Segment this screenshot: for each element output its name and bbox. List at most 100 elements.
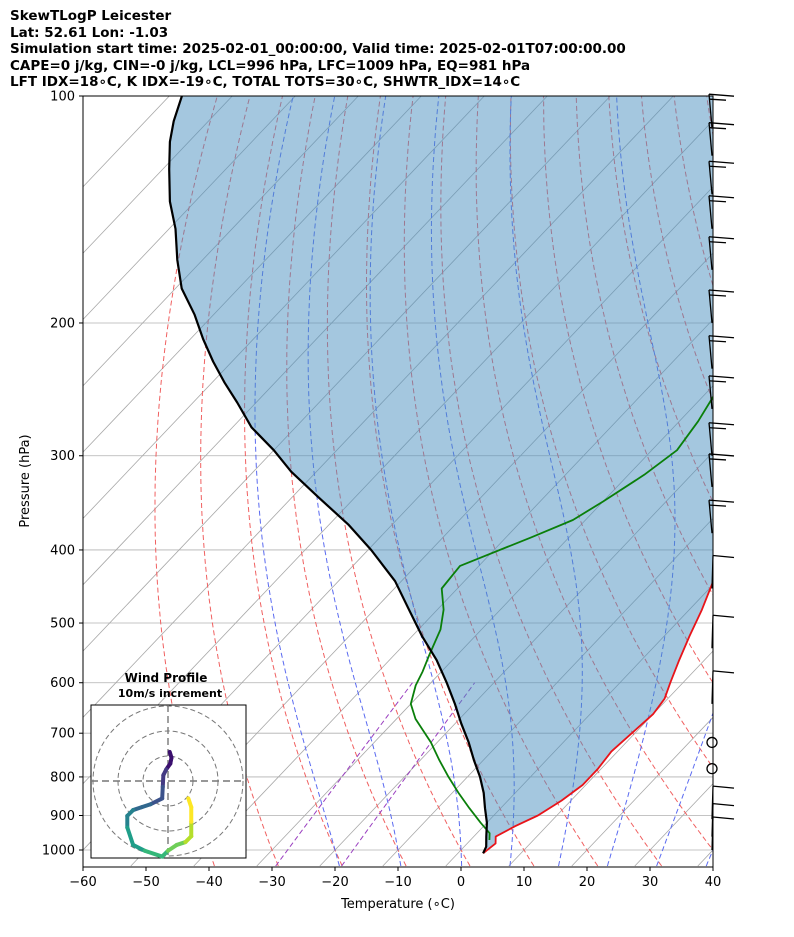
chart-title: SkewTLogP Leicester Lat: 52.61 Lon: -1.0… <box>10 8 626 91</box>
wind-barbs <box>706 93 735 851</box>
title-line-indices-1: CAPE=0 j/kg, CIN=-0 j/kg, LCL=996 hPa, L… <box>10 57 531 74</box>
hodograph-subtitle: 10m/s increment <box>118 687 222 700</box>
wind-barb-staff <box>708 161 713 195</box>
y-axis-label: Pressure (hPa) <box>18 434 33 527</box>
mixing-ratio-line <box>275 682 413 867</box>
x-axis-label: Temperature (∘C) <box>340 897 455 912</box>
wind-barb-staff <box>711 786 714 820</box>
wind-barb-flag <box>708 289 735 293</box>
dewpoint-line <box>409 395 713 841</box>
x-tick-label: −40 <box>195 875 222 890</box>
profile-lines <box>168 96 713 855</box>
wind-barb-flag <box>709 200 727 203</box>
y-tick-label: 700 <box>50 727 75 742</box>
x-tick-label: −60 <box>69 875 96 890</box>
wind-barb <box>708 93 735 128</box>
calm-wind-circle <box>706 762 718 775</box>
y-tick-label: 300 <box>50 449 75 464</box>
wind-barb-flag <box>708 160 735 164</box>
wind-barb <box>708 160 735 195</box>
wind-barb <box>708 422 735 456</box>
x-tick-label: 40 <box>705 875 722 890</box>
y-tick-label: 500 <box>50 617 75 632</box>
x-tick-label: −10 <box>384 875 411 890</box>
isotherm <box>761 96 794 866</box>
y-tick-label: 900 <box>50 809 75 824</box>
wind-barb <box>708 122 735 156</box>
wind-barb <box>711 816 735 851</box>
wind-barb-flag <box>709 458 727 461</box>
wind-barb-flag <box>708 122 735 126</box>
x-tick-label: 30 <box>642 875 659 890</box>
wind-barb-flag <box>712 816 735 820</box>
wind-barb-flag <box>712 554 735 559</box>
wind-barb-flag <box>712 670 735 674</box>
y-tick-label: 800 <box>50 770 75 785</box>
wind-barb-staff <box>708 122 713 156</box>
hodograph-trace-segment <box>186 796 194 810</box>
x-tick-label: 10 <box>516 875 533 890</box>
wind-barb-flag <box>708 335 735 339</box>
wind-barb-staff <box>708 453 713 488</box>
calm-wind-circle <box>706 736 718 749</box>
isotherm <box>83 96 233 254</box>
isotherm <box>508 650 713 867</box>
isotherm <box>83 96 296 321</box>
temperature-line <box>482 579 713 855</box>
wind-barb <box>711 670 735 704</box>
wind-barb-flag <box>708 195 735 199</box>
y-tick-label: 600 <box>50 676 75 691</box>
cin-shaded-area <box>169 96 713 854</box>
axis-ticks: −60 −50 −40 −30 −20 −10 0 10 20 30 40 100 200 300 400 5… <box>42 90 721 891</box>
wind-barb-flag <box>708 499 735 503</box>
x-tick-label: 0 <box>457 875 465 890</box>
y-tick-label: 100 <box>50 90 75 105</box>
wind-barb-staff <box>711 555 714 589</box>
wind-barb-flag <box>709 294 727 297</box>
parcel-path-line <box>168 96 488 854</box>
wind-barb <box>708 375 735 409</box>
wind-barb-staff <box>708 500 713 534</box>
wind-barb <box>708 453 735 488</box>
wind-barb-staff <box>711 615 714 649</box>
dry-adiabat <box>244 96 343 867</box>
title-line-indices-2: LFT IDX=18∘C, K IDX=-19∘C, TOTAL TOTS=30… <box>10 74 521 90</box>
hodograph-trace-segment <box>148 796 165 807</box>
x-tick-label: −30 <box>258 875 285 890</box>
wind-barb-flag <box>708 93 735 97</box>
wind-barb <box>708 236 735 270</box>
wind-barb-flag <box>709 165 727 168</box>
wind-barb-flag <box>708 453 735 457</box>
wind-barb-flag <box>709 340 727 343</box>
wind-barb-staff <box>708 289 713 324</box>
wind-barb-flag <box>708 236 735 240</box>
wind-barb-staff <box>708 94 713 128</box>
dry-adiabat <box>769 79 794 866</box>
wind-barb-staff <box>708 195 713 229</box>
wind-barb-flag <box>709 241 727 244</box>
wind-barb <box>711 554 735 589</box>
x-tick-label: −20 <box>321 875 348 890</box>
x-tick-label: 20 <box>579 875 596 890</box>
wind-barb-flag <box>712 614 735 618</box>
wind-barb-staff <box>708 335 713 369</box>
wind-barb <box>711 614 735 649</box>
dry-adiabat <box>706 96 713 138</box>
wind-barb-flag <box>708 375 735 379</box>
wind-barb <box>708 195 735 229</box>
wind-barb-flag <box>709 380 727 383</box>
wind-barb-flag <box>709 504 727 507</box>
hodograph-trace-segment <box>131 842 147 853</box>
y-tick-label: 400 <box>50 543 75 558</box>
hodograph-trace-segment <box>142 848 165 859</box>
wind-barb <box>711 802 735 837</box>
wind-barb-flag <box>712 802 735 807</box>
x-tick-label: −50 <box>132 875 159 890</box>
y-tick-label: 1000 <box>42 844 75 859</box>
wind-barb <box>708 335 735 369</box>
wind-barb <box>708 499 735 534</box>
y-tick-label: 200 <box>50 316 75 331</box>
hodograph-title: Wind Profile <box>125 671 208 685</box>
moist-adiabat <box>656 711 713 867</box>
wind-barb-flag <box>709 127 727 130</box>
